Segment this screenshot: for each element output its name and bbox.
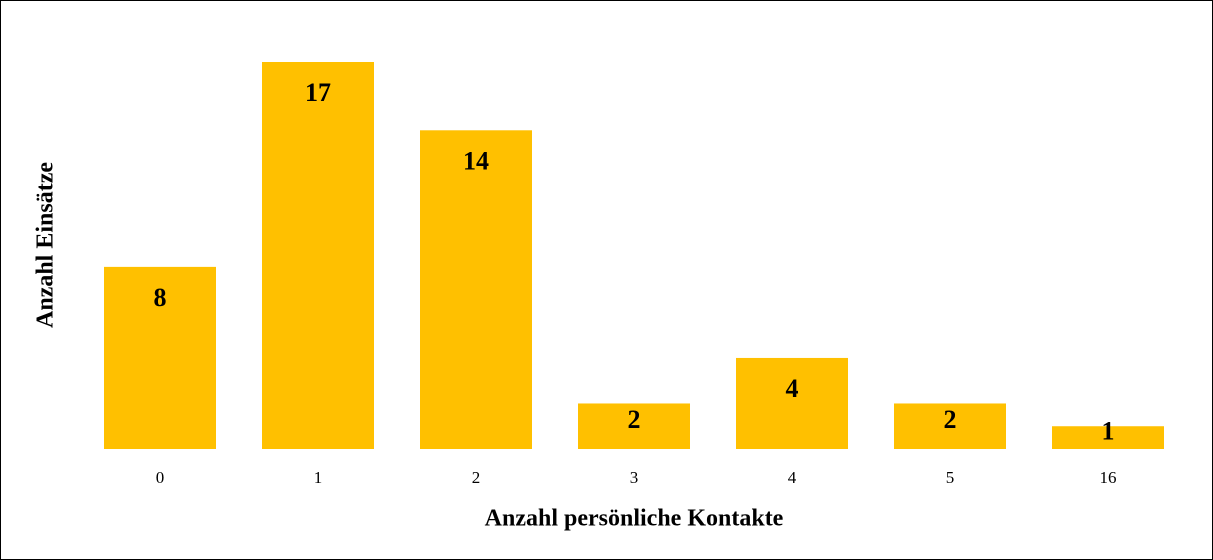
value-label: 2 <box>944 405 957 434</box>
bar <box>894 403 1006 449</box>
x-tick-label: 1 <box>314 468 323 487</box>
x-tick-label: 5 <box>946 468 955 487</box>
value-label: 4 <box>786 374 799 403</box>
x-tick-label: 16 <box>1100 468 1117 487</box>
value-label: 1 <box>1102 417 1115 446</box>
bar <box>578 403 690 449</box>
x-tick-label: 2 <box>472 468 481 487</box>
value-label: 8 <box>154 283 167 312</box>
x-axis-title: Anzahl persönliche Kontakte <box>485 506 784 532</box>
value-label: 14 <box>463 146 489 175</box>
bar <box>262 62 374 449</box>
x-tick-label: 4 <box>788 468 797 487</box>
bar <box>736 357 848 449</box>
x-tick-label: 3 <box>630 468 639 487</box>
y-axis-title: Anzahl Einsätze <box>33 162 59 328</box>
bar <box>420 130 532 449</box>
value-label: 17 <box>305 78 331 107</box>
bar <box>1052 426 1164 449</box>
value-label: 2 <box>628 405 641 434</box>
bar <box>104 266 216 449</box>
x-tick-label: 0 <box>156 468 165 487</box>
